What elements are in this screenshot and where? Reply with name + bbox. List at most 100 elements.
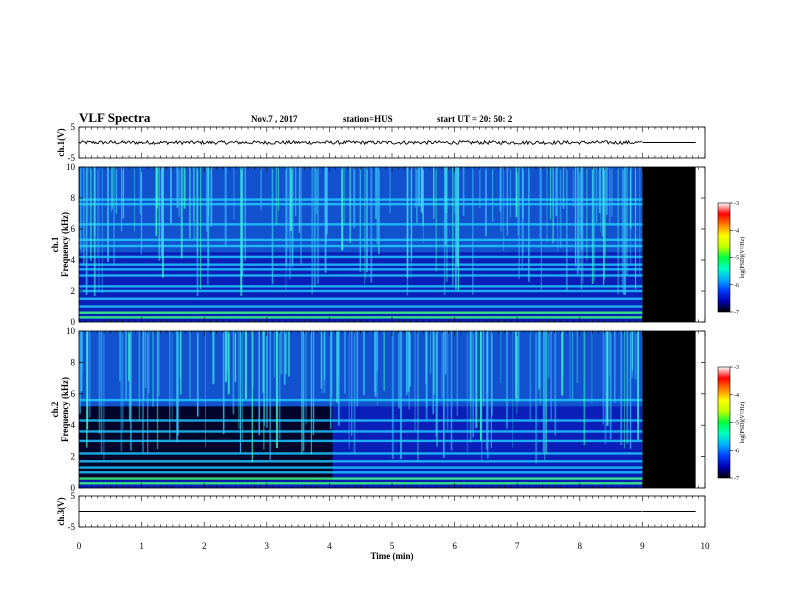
sferic-streak [454, 167, 457, 214]
sferic-streak [289, 167, 292, 231]
x-axis-label: Time (min) [370, 551, 413, 561]
sferic-streak [152, 331, 154, 407]
sferic-streak [222, 331, 225, 434]
sferic-streak [598, 167, 601, 214]
sferic-streak [406, 331, 408, 396]
sferic-streak [300, 167, 302, 266]
sferic-streak [469, 331, 472, 402]
sferic-streak [490, 331, 492, 449]
band-3-khz [79, 439, 643, 443]
sferic-streak [397, 331, 400, 409]
sferic-streak [359, 167, 361, 270]
sferic-streak [502, 167, 505, 252]
sferic-streak [266, 331, 268, 428]
sferic-streak [119, 331, 121, 381]
sferic-streak [391, 331, 394, 460]
sferic-streak [601, 167, 604, 237]
sferic-streak [576, 167, 579, 275]
sferic-streak [595, 167, 598, 223]
sferic-streak [192, 167, 195, 222]
sferic-streak [169, 331, 171, 440]
sferic-streak [351, 331, 353, 437]
sferic-streak [122, 167, 124, 219]
sferic-streak [491, 331, 493, 416]
sferic-streak [156, 167, 159, 209]
y-tick-label: 8 [71, 193, 76, 203]
sferic-streak [364, 167, 366, 284]
sferic-streak [320, 331, 322, 389]
sferic-streak [120, 331, 123, 452]
sferic-streak [521, 167, 524, 270]
sferic-streak [83, 167, 85, 265]
x-tick-label: 10 [701, 541, 711, 551]
sferic-streak [421, 167, 423, 214]
sferic-streak [315, 167, 318, 214]
y-tick-label: 4 [71, 255, 76, 265]
sferic-streak [462, 167, 465, 216]
sferic-streak [161, 167, 163, 259]
sferic-streak [472, 167, 474, 295]
sferic-streak [170, 167, 173, 224]
sferic-streak [338, 331, 340, 426]
ch1-waveform-panel: ch.1(V) 5 -5 [56, 122, 706, 163]
sferic-streak [522, 167, 524, 219]
sferic-streak [466, 331, 469, 452]
sferic-streak [305, 331, 307, 425]
sferic-streak [516, 331, 518, 414]
colorbar-tick-label: -7 [734, 476, 739, 482]
sferic-streak [606, 331, 609, 426]
y-tick-label: 6 [71, 389, 76, 399]
sferic-streak [544, 331, 546, 461]
sferic-streak [383, 331, 385, 391]
colorbar-tick-label: -5 [734, 421, 739, 427]
sferic-streak [97, 167, 99, 256]
sferic-streak [500, 331, 502, 384]
sferic-streak [193, 167, 195, 241]
sferic-streak [226, 331, 228, 373]
colorbar-tick-label: -6 [734, 448, 739, 454]
sferic-streak [143, 331, 145, 400]
sferic-streak [580, 167, 582, 236]
sferic-streak [353, 331, 356, 455]
sferic-streak [147, 331, 150, 394]
sferic-streak [432, 331, 435, 415]
sferic-streak [554, 331, 557, 436]
sferic-streak [576, 331, 579, 383]
header-date: Nov.7 , 2017 [251, 114, 298, 124]
sferic-streak [527, 167, 530, 282]
sferic-streak [180, 167, 183, 259]
sferic-streak [603, 167, 605, 285]
sferic-streak [620, 331, 623, 446]
sferic-streak [356, 331, 359, 407]
sferic-streak [122, 331, 124, 430]
sferic-streak [121, 167, 123, 232]
sferic-streak [512, 331, 514, 448]
sferic-streak [139, 167, 142, 215]
sferic-streak [101, 167, 103, 294]
sferic-streak [260, 167, 262, 210]
sferic-streak [443, 167, 446, 296]
sferic-streak [196, 167, 198, 242]
sferic-streak [370, 167, 373, 283]
sferic-streak [178, 167, 180, 217]
sferic-streak [324, 167, 326, 223]
sferic-streak [359, 167, 361, 273]
sferic-streak [312, 331, 315, 436]
sferic-streak [609, 331, 612, 440]
band-1-khz [79, 471, 643, 474]
band-0-3-khz [79, 482, 643, 485]
sferic-streak [310, 331, 312, 455]
colorbar-tick-label: -7 [734, 310, 739, 316]
sferic-streak [111, 167, 113, 210]
sferic-streak [410, 167, 412, 278]
sferic-streak [540, 167, 542, 291]
sferic-streak [156, 331, 159, 450]
sferic-streak [336, 331, 339, 403]
sferic-streak [278, 167, 279, 212]
sferic-streak [545, 331, 548, 454]
sferic-streak [363, 331, 365, 396]
sferic-streak [480, 331, 482, 441]
sferic-streak [376, 167, 378, 245]
sferic-streak [283, 331, 286, 385]
sferic-streak [90, 167, 92, 261]
